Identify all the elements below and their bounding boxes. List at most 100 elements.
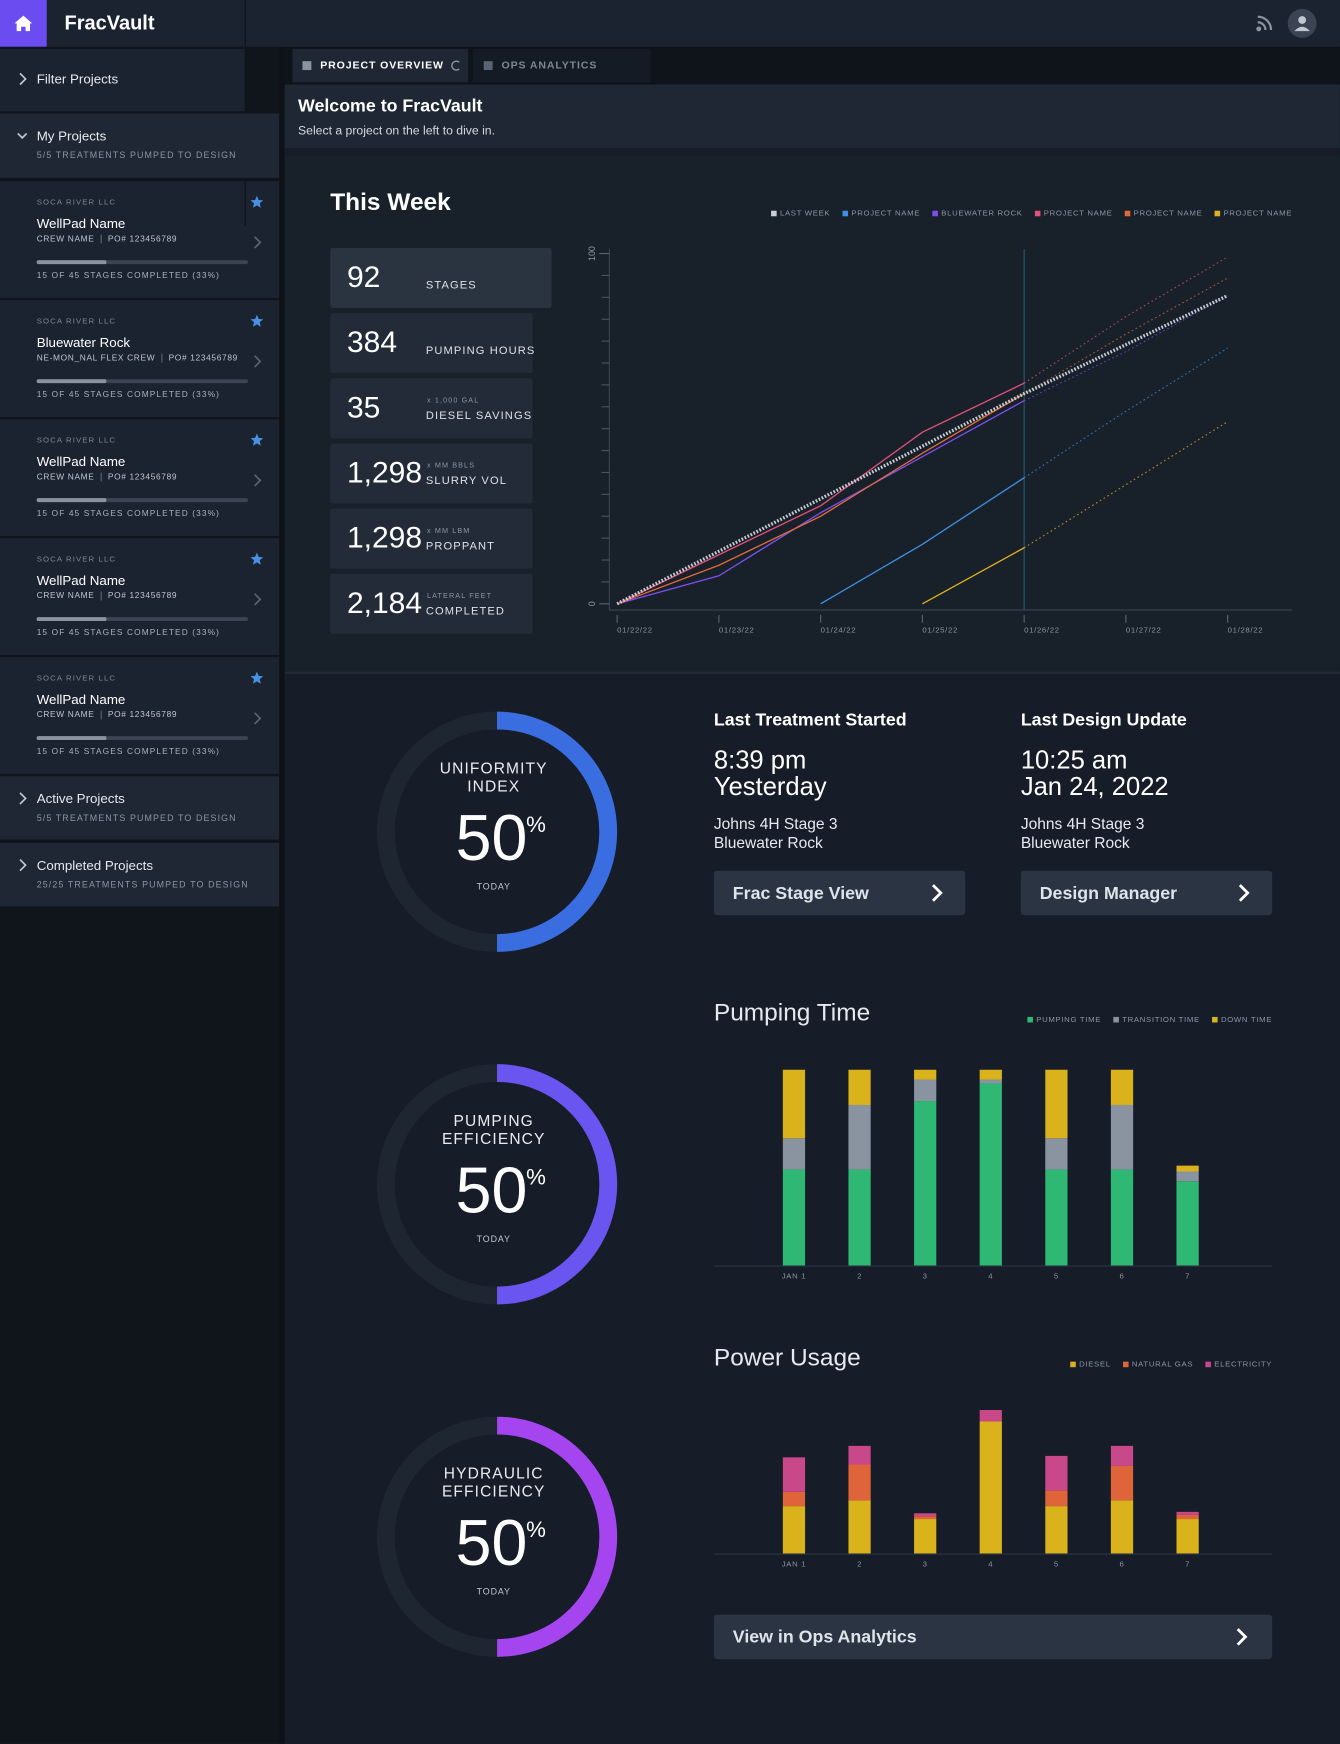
bar-segment bbox=[914, 1101, 937, 1266]
rss-icon[interactable] bbox=[1256, 15, 1273, 32]
bar-segment bbox=[848, 1104, 871, 1170]
project-crew: CREW NAME bbox=[37, 233, 95, 243]
bar-segment bbox=[1045, 1455, 1068, 1491]
section-title: Completed Projects bbox=[37, 858, 154, 873]
stat-unit: LATERAL FEET bbox=[427, 591, 492, 600]
gauge-arc bbox=[497, 1416, 618, 1657]
divider bbox=[279, 46, 285, 1744]
project-card[interactable] bbox=[0, 538, 280, 655]
bar-segment bbox=[1110, 1069, 1134, 1105]
series-line bbox=[616, 294, 1229, 606]
welcome-panel bbox=[284, 84, 1340, 148]
x-tick-label: 5 bbox=[1054, 1560, 1059, 1569]
section-title: This Week bbox=[330, 189, 451, 216]
sidebar-section[interactable] bbox=[0, 842, 280, 907]
card-button[interactable] bbox=[713, 870, 966, 916]
card-time: 10:25 am bbox=[1021, 746, 1128, 774]
project-name: WellPad Name bbox=[37, 454, 126, 469]
stat-label: DIESEL SAVINGS bbox=[426, 410, 532, 422]
x-tick-label: 2 bbox=[857, 1272, 862, 1281]
chevron bbox=[19, 792, 27, 805]
x-tick-label: 01/28/22 bbox=[1228, 626, 1264, 635]
rss-arc bbox=[1257, 15, 1273, 31]
sidebar-section[interactable] bbox=[0, 113, 280, 178]
favorite-star[interactable] bbox=[250, 671, 264, 684]
filter-row[interactable] bbox=[0, 48, 245, 112]
stat-label: SLURRY VOL bbox=[426, 475, 507, 487]
project-crew: CREW NAME bbox=[37, 471, 95, 481]
bar-segment bbox=[782, 1069, 806, 1139]
favorite-star[interactable] bbox=[250, 552, 264, 565]
favorite-star[interactable] bbox=[250, 314, 264, 327]
section-title: My Projects bbox=[37, 128, 107, 143]
card-button[interactable] bbox=[1020, 870, 1273, 916]
project-po: PO# 123456789 bbox=[108, 590, 177, 600]
stat-value: 384 bbox=[347, 326, 397, 359]
favorite-star[interactable] bbox=[250, 195, 264, 208]
series-line bbox=[616, 382, 1025, 605]
card-line: Johns 4H Stage 3 bbox=[714, 816, 838, 833]
project-crew: NE-MON_NAL FLEX CREW bbox=[37, 352, 156, 362]
chart-title: Pumping Time bbox=[714, 1000, 870, 1027]
stat-value: 35 bbox=[347, 391, 380, 424]
tab-label: OPS ANALYTICS bbox=[502, 59, 598, 71]
legend-label: TRANSITION TIME bbox=[1122, 1015, 1200, 1024]
tab[interactable] bbox=[472, 48, 651, 83]
filter-label: Filter Projects bbox=[37, 72, 119, 87]
series-line bbox=[820, 477, 1025, 605]
card-line: Bluewater Rock bbox=[1021, 835, 1130, 852]
card-line: Johns 4H Stage 3 bbox=[1021, 816, 1145, 833]
refresh-icon[interactable] bbox=[451, 60, 460, 71]
project-card[interactable] bbox=[0, 181, 280, 299]
x-tick-label: 2 bbox=[857, 1560, 862, 1569]
legend-swatch bbox=[1034, 210, 1041, 217]
project-card[interactable] bbox=[0, 657, 280, 774]
project-po: PO# 123456789 bbox=[108, 233, 177, 243]
section-subtitle: 5/5 TREATMENTS PUMPED TO DESIGN bbox=[37, 813, 237, 823]
legend-label: PROJECT NAME bbox=[851, 209, 920, 218]
bar-segment bbox=[1045, 1138, 1068, 1170]
legend-swatch bbox=[1122, 1361, 1129, 1368]
legend-label: ELECTRICITY bbox=[1214, 1359, 1272, 1368]
legend-label: PROJECT NAME bbox=[1044, 209, 1113, 218]
sidebar-section[interactable] bbox=[0, 776, 280, 840]
gauge-unit: % bbox=[526, 1517, 546, 1542]
card-button-label: Design Manager bbox=[1040, 883, 1177, 903]
stat-value: 2,184 bbox=[347, 587, 422, 620]
avatar[interactable] bbox=[1287, 8, 1317, 38]
x-tick-label: 6 bbox=[1120, 1272, 1125, 1281]
legend-label: LAST WEEK bbox=[780, 209, 830, 218]
chevron bbox=[19, 72, 27, 86]
x-tick-label: 6 bbox=[1120, 1560, 1125, 1569]
card-date: Yesterday bbox=[714, 773, 827, 801]
project-po: PO# 123456789 bbox=[169, 352, 238, 362]
divider bbox=[284, 671, 1340, 674]
bar-segment bbox=[914, 1079, 937, 1102]
bar-segment bbox=[1110, 1500, 1134, 1554]
progress-bar bbox=[36, 498, 107, 503]
project-card[interactable] bbox=[0, 300, 280, 417]
gauge-label: EFFICIENCY bbox=[442, 1483, 546, 1500]
project-company: SOCA RIVER LLC bbox=[37, 554, 116, 563]
tab[interactable] bbox=[292, 48, 469, 83]
bar-segment bbox=[1045, 1069, 1068, 1139]
x-tick-label: JAN 1 bbox=[782, 1560, 806, 1569]
ops-button[interactable] bbox=[713, 1614, 1273, 1660]
bar-segment bbox=[782, 1506, 806, 1554]
bar-segment bbox=[979, 1421, 1002, 1554]
y-tick-label: 100 bbox=[587, 246, 597, 261]
stat-box bbox=[330, 378, 533, 439]
bar-segment bbox=[1045, 1490, 1068, 1507]
project-po: PO# 123456789 bbox=[108, 709, 177, 719]
project-card[interactable] bbox=[0, 419, 280, 536]
progress-bar bbox=[36, 617, 107, 622]
project-status: 15 OF 45 STAGES COMPLETED (33%) bbox=[37, 746, 220, 756]
bar-segment bbox=[1110, 1104, 1134, 1170]
tab-icon bbox=[483, 61, 493, 71]
legend-swatch bbox=[1212, 1016, 1218, 1023]
stat-label: COMPLETED bbox=[426, 606, 505, 618]
legend-swatch bbox=[932, 210, 938, 217]
favorite-star[interactable] bbox=[250, 433, 264, 446]
header bbox=[0, 0, 1340, 47]
